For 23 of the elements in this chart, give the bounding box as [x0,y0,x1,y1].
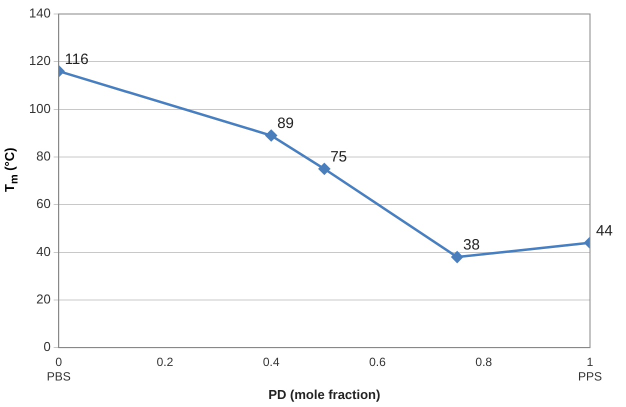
x-tick-label: 0.8 [475,355,492,370]
x-tick-label: 0 PBS [46,355,71,384]
data-label: 44 [596,222,613,240]
point [265,130,277,142]
y-tick-label: 20 [36,292,51,307]
y-tick-label: 140 [28,6,51,21]
y-tick-label: 80 [36,148,51,164]
point [451,251,463,263]
data-label: 89 [277,115,294,132]
y-tick-label: 40 [36,244,51,259]
data-label: 75 [330,148,348,166]
y-tick-label: 100 [28,100,51,116]
x-tick-label: 0.4 [262,355,280,370]
point [318,163,330,175]
x-tick-label: 1 PPS [578,355,602,384]
x-tick-label: 0.6 [369,355,386,370]
data-label: 116 [64,50,89,68]
y-tick-label: 60 [36,196,51,212]
x-tick-label: 0.2 [156,355,174,370]
y-tick-label: 120 [28,53,51,68]
data-label: 38 [463,236,480,254]
y-tick-label: 0 [43,339,51,354]
x-axis-title: PD (mole fraction) [268,386,380,402]
